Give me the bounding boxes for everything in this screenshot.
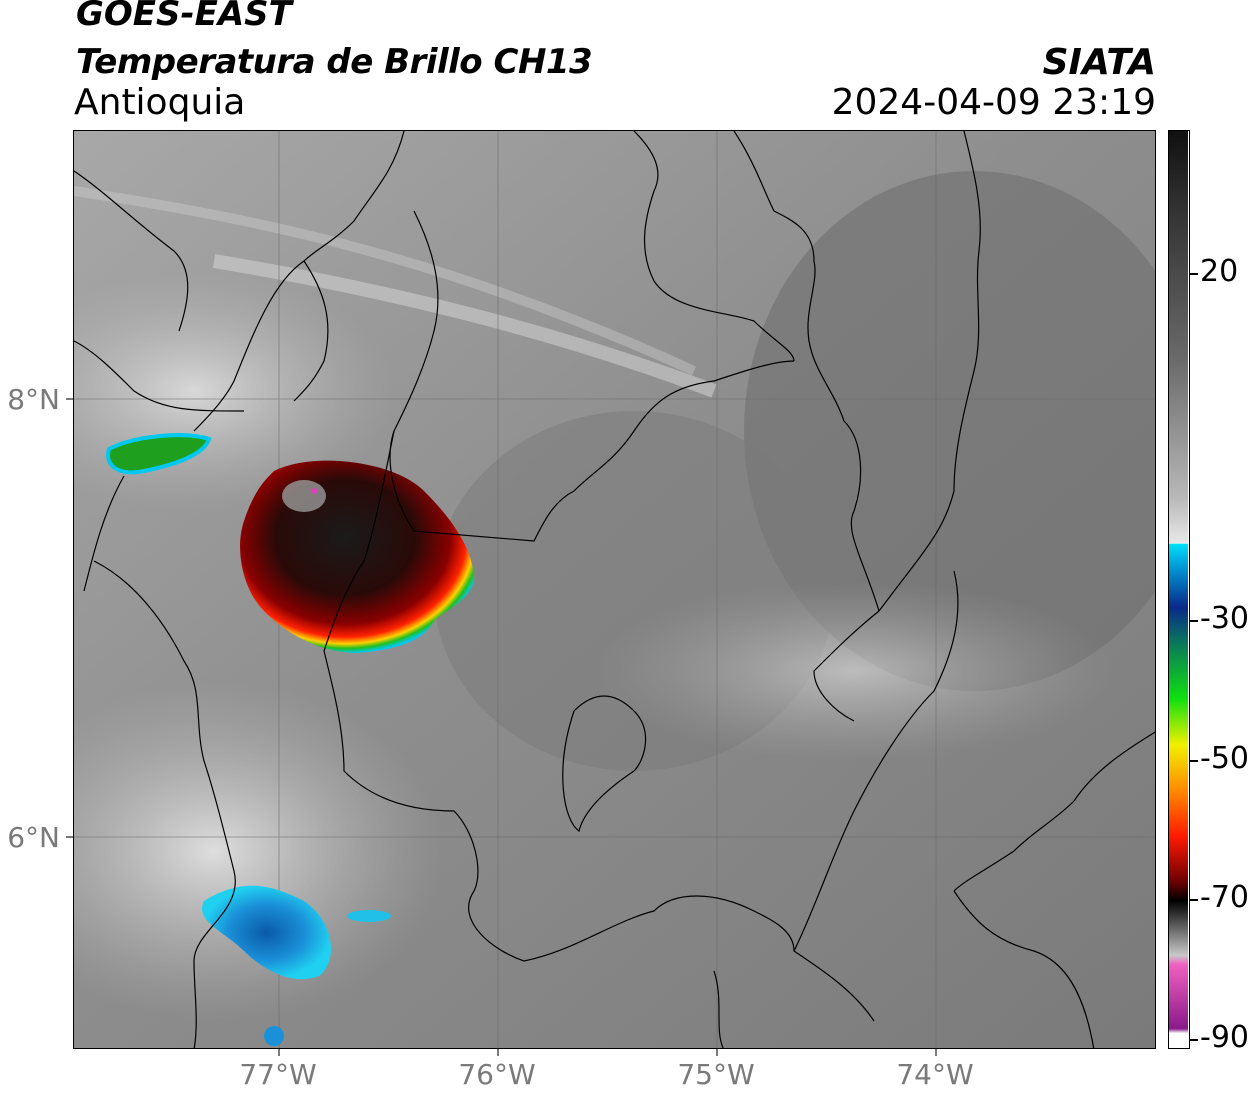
storm-overshooting-top	[282, 480, 326, 512]
cloud-streak	[212, 254, 717, 398]
colorbar-label-minus30: -30	[1200, 601, 1249, 636]
datetime-title: 2024-04-09 23:19	[831, 82, 1156, 123]
satellite-map	[73, 130, 1156, 1049]
lon-label-74w: 74°W	[896, 1058, 974, 1091]
cloud-free-area	[744, 171, 1155, 691]
lon-tick	[935, 1049, 937, 1056]
lat-label-6n: 6°N	[7, 821, 60, 854]
political-boundaries	[74, 131, 1155, 1048]
colorbar-label-20: 20	[1200, 254, 1239, 289]
colorbar-label-minus70: -70	[1200, 880, 1249, 915]
lon-label-75w: 75°W	[677, 1058, 755, 1091]
cold-cloud-patch	[264, 1026, 284, 1046]
lon-label-77w: 77°W	[239, 1058, 317, 1091]
lon-label-76w: 76°W	[458, 1058, 536, 1091]
lon-tick	[716, 1049, 718, 1056]
cold-cloud-patch	[202, 885, 331, 980]
organization-title: SIATA	[1042, 42, 1156, 83]
map-canvas	[74, 131, 1155, 1048]
cold-cloud-patch	[347, 910, 391, 922]
coldest-pixel	[311, 488, 317, 494]
cloud-streak	[74, 186, 697, 376]
colorbar-label-minus50: -50	[1200, 741, 1249, 776]
graticule	[74, 131, 1155, 1048]
satellite-title: GOES-EAST	[76, 0, 292, 34]
colorbar-tick	[1190, 620, 1198, 622]
lon-tick	[278, 1049, 280, 1056]
colorbar-tick	[1190, 273, 1198, 275]
colorbar-tick	[1190, 899, 1198, 901]
region-title: Antioquia	[74, 82, 246, 123]
product-title: Temperatura de Brillo CH13	[76, 42, 593, 82]
colorbar-gradient	[1169, 131, 1188, 1047]
lon-tick	[497, 1049, 499, 1056]
lat-tick	[66, 398, 73, 400]
cloud-streak	[74, 681, 444, 1021]
cloud-streak	[594, 581, 1114, 761]
colorbar-tick	[1190, 1039, 1198, 1041]
cold-cloud-patch	[106, 433, 212, 475]
lat-tick	[66, 836, 73, 838]
colorbar-tick	[1190, 760, 1198, 762]
temperature-colorbar	[1168, 130, 1190, 1049]
lat-label-8n: 8°N	[7, 383, 60, 416]
colorbar-label-minus90: -90	[1200, 1020, 1249, 1055]
